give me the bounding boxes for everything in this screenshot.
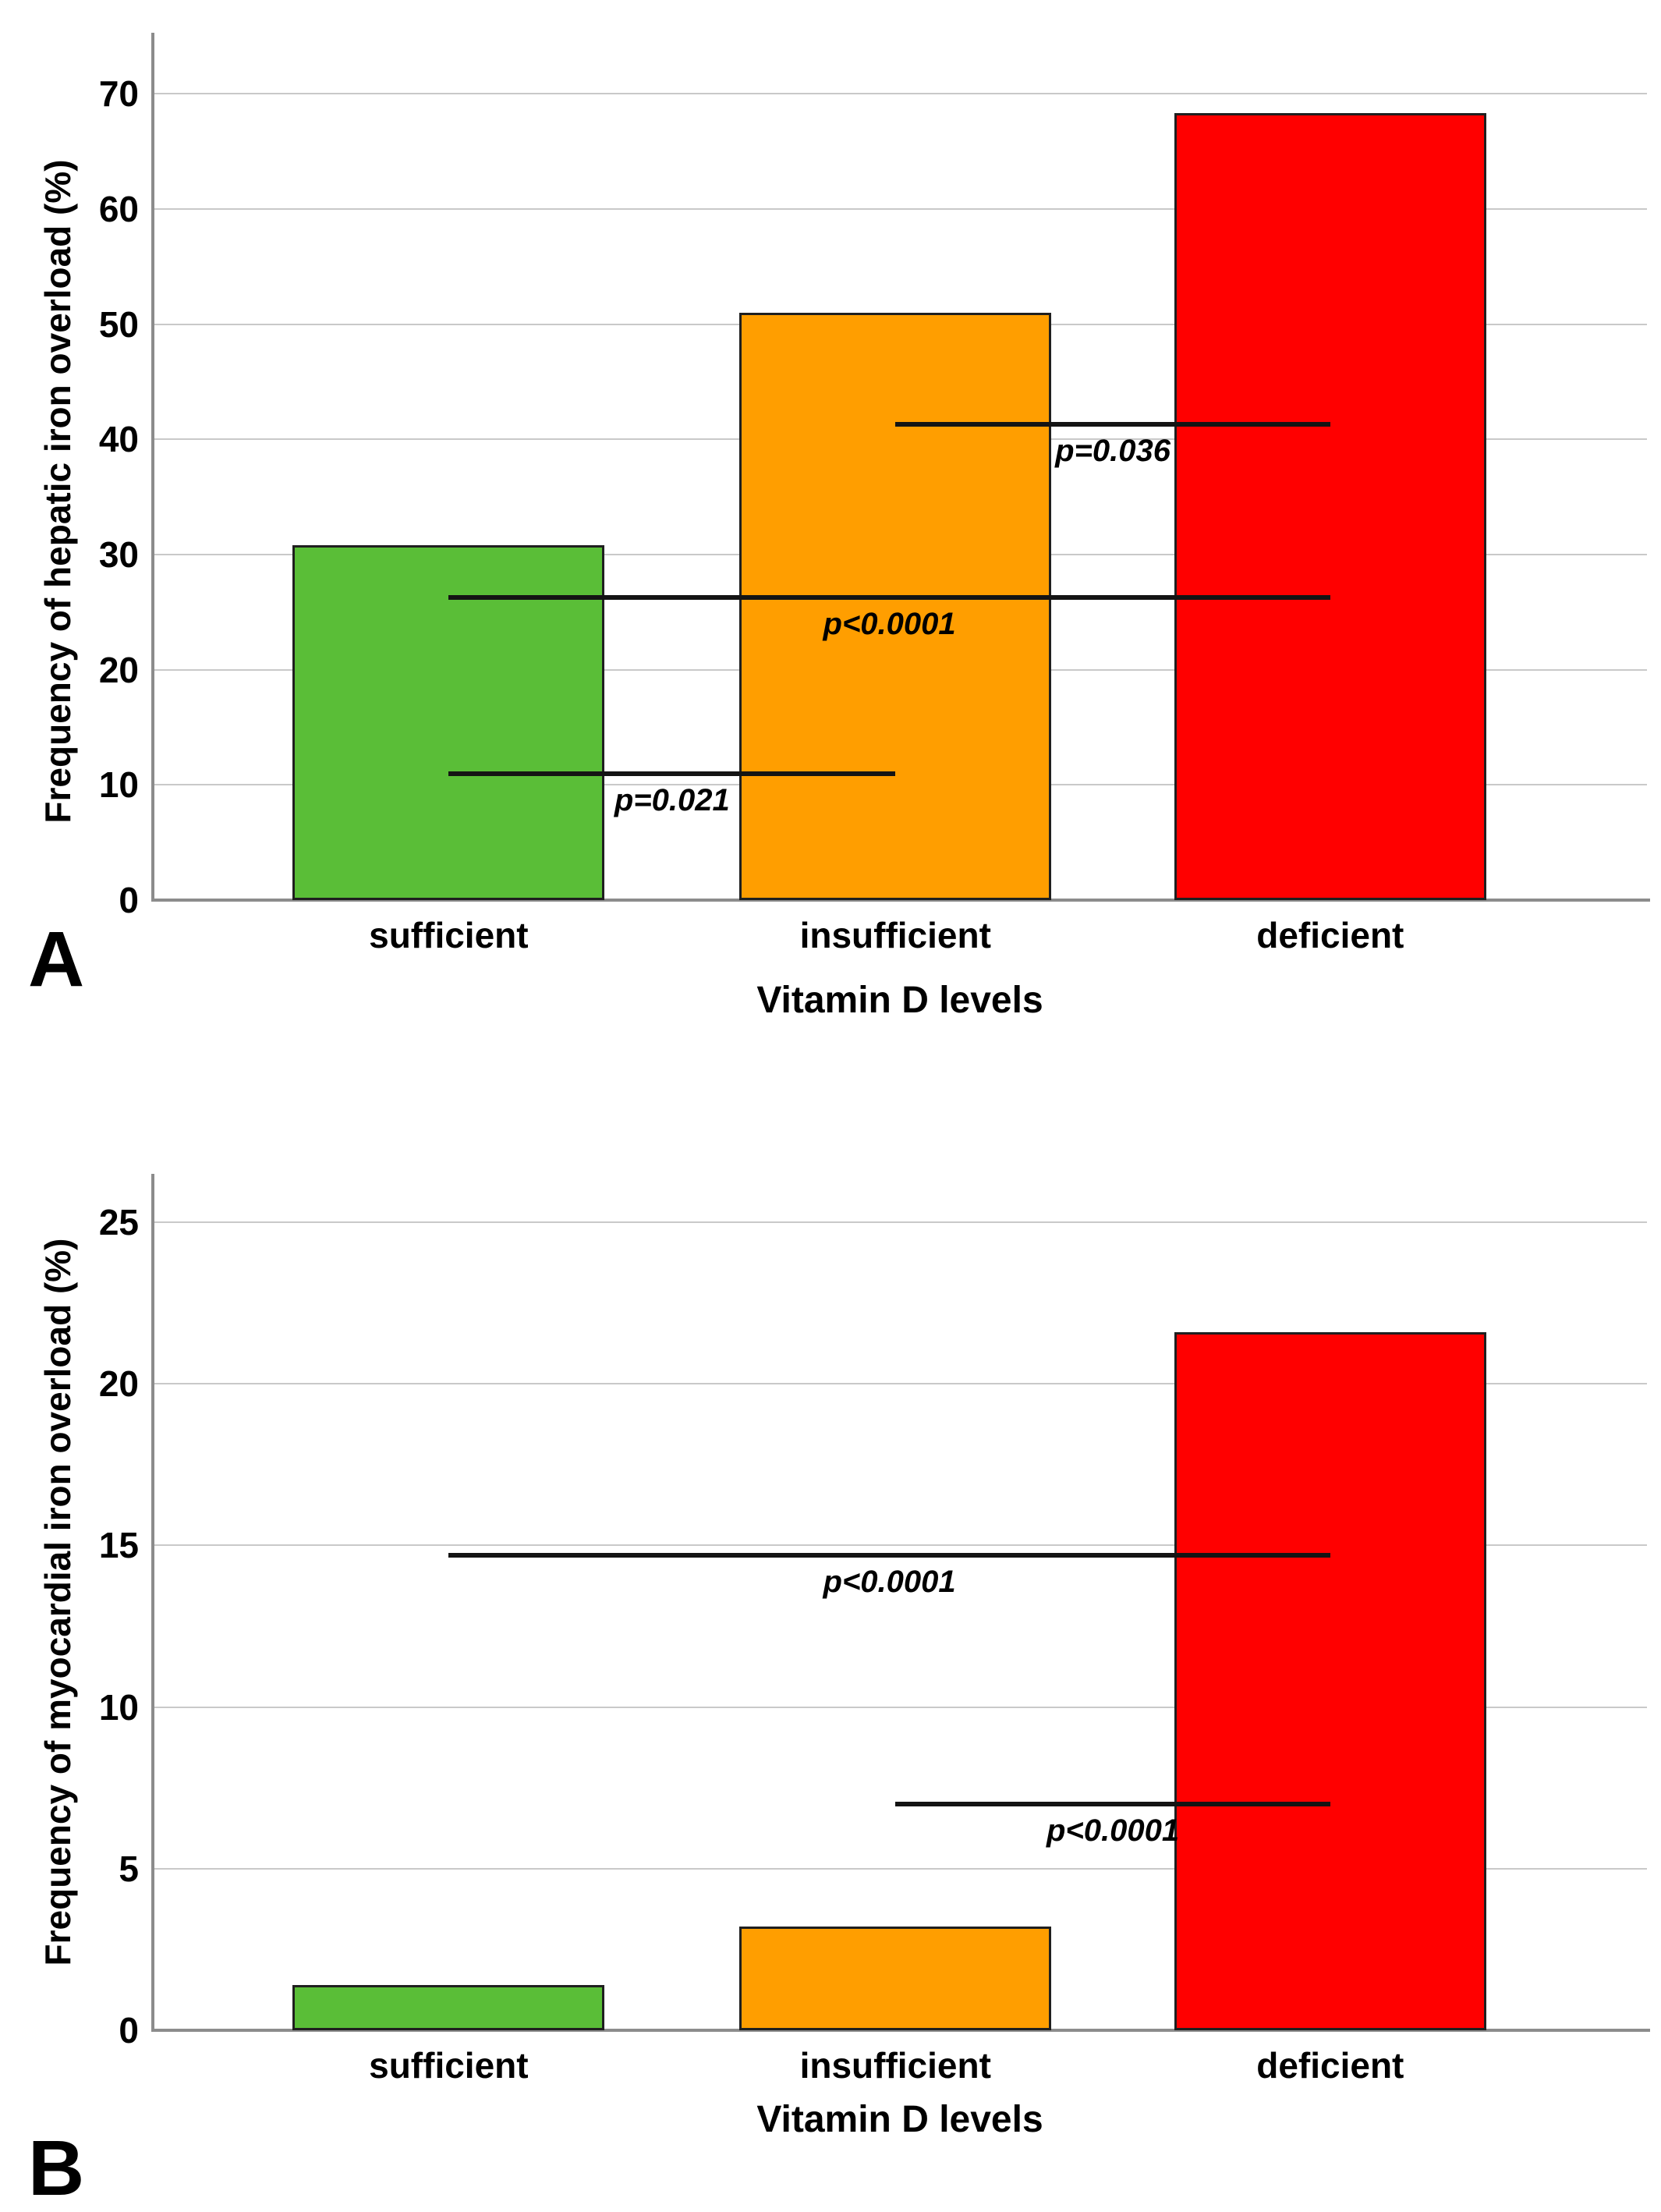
x-axis-title-b: Vitamin D levels [756, 2099, 1043, 2140]
y-tick-label: 20 [98, 649, 139, 690]
significance-line-1 [448, 1552, 1330, 1558]
x-tick-label-sufficient: sufficient [369, 915, 529, 955]
significance-label-2: p<0.0001 [1046, 1813, 1180, 1848]
gridline [153, 93, 1647, 95]
y-tick-label: 10 [98, 1686, 139, 1728]
y-axis-title-a: Frequency of hepatic iron overload (%) [37, 159, 78, 824]
significance-label-3: p=0.036 [1055, 434, 1170, 469]
y-tick-label: 10 [98, 764, 139, 806]
bar-insufficient [739, 312, 1052, 900]
x-axis-title-a: Vitamin D levels [756, 980, 1043, 1021]
significance-label-1: p<0.0001 [823, 1564, 956, 1599]
y-tick-label: 0 [119, 880, 139, 920]
significance-line-3 [895, 422, 1330, 427]
y-tick-label: 20 [98, 1363, 139, 1405]
x-tick-label-sufficient: sufficient [369, 2045, 529, 2086]
bar-sufficient [292, 545, 605, 900]
y-tick-label: 0 [119, 2010, 139, 2051]
y-tick-label: 60 [98, 188, 139, 229]
gridline [153, 207, 1647, 210]
bar-deficient [1174, 1332, 1486, 2030]
panel-letter-a: A [28, 916, 85, 1003]
significance-line-2 [895, 1801, 1330, 1806]
x-axis-baseline [151, 2029, 1650, 2032]
x-tick-label-insufficient: insufficient [799, 2045, 991, 2086]
y-tick-label: 40 [98, 419, 139, 460]
y-tick-label: 70 [98, 73, 139, 115]
x-tick-label-deficient: deficient [1256, 2045, 1404, 2086]
x-tick-label-deficient: deficient [1256, 915, 1404, 955]
gridline [153, 1544, 1647, 1547]
y-axis-line [151, 1174, 154, 2030]
y-tick-label: 15 [98, 1525, 139, 1566]
bar-sufficient [292, 1984, 605, 2030]
x-axis-baseline [151, 899, 1650, 902]
y-tick-label: 50 [98, 303, 139, 345]
y-axis-line [151, 33, 154, 900]
bar-insufficient [739, 1927, 1052, 2030]
gridline [153, 1383, 1647, 1385]
y-tick-label: 30 [98, 534, 139, 575]
panel-letter-b: B [28, 2125, 85, 2212]
gridline [153, 1867, 1647, 1870]
x-tick-label-insufficient: insufficient [799, 915, 991, 955]
significance-line-2 [448, 594, 1330, 600]
significance-label-2: p<0.0001 [823, 606, 956, 641]
significance-label-1: p=0.021 [614, 782, 730, 817]
gridline [153, 1221, 1647, 1224]
y-tick-label: 5 [119, 1848, 139, 1889]
significance-line-1 [448, 771, 896, 776]
bar-deficient [1174, 113, 1486, 900]
y-tick-label: 25 [98, 1202, 139, 1243]
gridline [153, 1706, 1647, 1708]
